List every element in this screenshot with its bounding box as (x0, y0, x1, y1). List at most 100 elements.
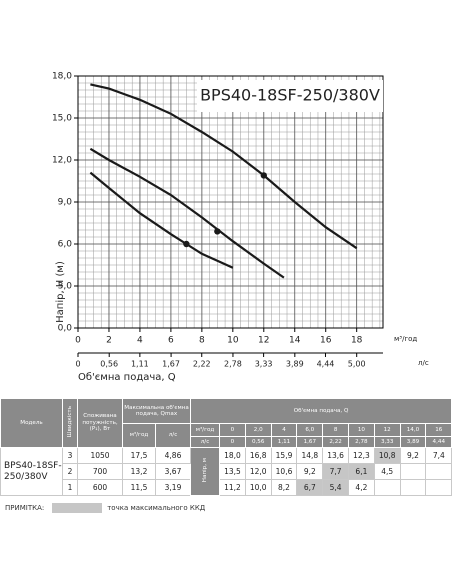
header-cell-text: 4 (282, 426, 286, 433)
cell: 12,3 (348, 447, 375, 464)
cell-text: 10,0 (249, 483, 267, 492)
cell: 4,86 (154, 447, 192, 464)
header-cell: 8 (322, 423, 349, 437)
header-cell: м³/год (122, 423, 156, 448)
cell: 3,67 (154, 463, 192, 480)
cell: 14,8 (296, 447, 324, 464)
header-cell-text: 0 (230, 438, 235, 445)
cell-text: 17,5 (130, 451, 148, 460)
cell: 2 (62, 463, 78, 480)
header-cell-text: 12 (383, 426, 391, 433)
header-cell-text: 2,78 (355, 438, 368, 445)
header-cell-text: 3,33 (380, 438, 394, 445)
y-tick-label: 6,0 (58, 240, 73, 250)
model-cell-text: BPS40-18SF-250/380V (4, 460, 62, 482)
chart: Напір, H (м) Об'ємна подача, Q м³/год л/… (52, 72, 429, 384)
header-cell: 10 (348, 423, 375, 437)
x-tick-label: 0 (75, 336, 81, 346)
cell-text: 10,8 (378, 451, 396, 460)
header-cell-text: 2,0 (253, 426, 263, 433)
header-cell-text: 3,89 (406, 438, 420, 445)
header-cell-text: 1,11 (277, 438, 291, 445)
cell-text: 16,8 (249, 451, 267, 460)
cell-text: 3,67 (164, 467, 182, 476)
cell: 1050 (77, 447, 123, 464)
header-cell: 16 (425, 423, 452, 437)
x-tick-label: 4 (137, 336, 143, 346)
header-cell: Модель (0, 398, 63, 448)
cell-text: 9,2 (303, 467, 316, 476)
y-tick-label: 15,0 (52, 114, 72, 124)
header-cell-text: 16 (435, 426, 443, 433)
header-row: Модель Швидкість Споживана потужність, (P₁… (0, 398, 452, 448)
header-cell: 6,0 (296, 423, 324, 437)
cell: 11,2 (219, 479, 246, 496)
curve (90, 83, 358, 250)
header-cell-text: 1,67 (303, 438, 317, 445)
cell: 7,7 (322, 463, 349, 480)
data-row: 2 700 13,2 3,67 13,5 12,0 10,6 9,2 7,7 6,1 4,5 (1, 463, 452, 480)
cell-text: 3 (67, 451, 73, 460)
header-cell: 3,89 (399, 436, 427, 448)
header-cell-text: 4,44 (432, 438, 446, 445)
header-cell-text: 8 (333, 426, 338, 433)
curve (89, 147, 285, 279)
header-cell: л/с (190, 436, 221, 448)
cell-text: 3,19 (164, 483, 182, 492)
cell-text: 13,5 (224, 467, 241, 476)
x2-tick-label: 3,89 (286, 360, 304, 369)
x2-unit: л/с (418, 359, 429, 367)
cell-text: 14,8 (301, 451, 319, 460)
title-box (197, 80, 383, 112)
plot-border (77, 75, 384, 329)
x2-tick-label: 4,44 (317, 360, 335, 369)
x2-tick-label: 2,22 (193, 360, 211, 369)
note: ПРИМІТКА: точка максимального ККД (5, 503, 205, 513)
header-cell: Швидкість (62, 398, 78, 448)
x-unit: м³/год (394, 335, 417, 343)
header-cell-text: Швидкість (66, 406, 73, 438)
y-tick-label: 3,0 (58, 282, 73, 292)
data-row: 1 600 11,5 3,19 11,2 10,0 8,2 6,7 5,4 4,2 (1, 479, 452, 496)
header-cell: 3,33 (373, 436, 401, 448)
cell: 13,6 (322, 447, 349, 464)
x-tick-label: 6 (168, 336, 174, 346)
header-cell-text: 0,56 (251, 438, 265, 445)
cell-text: 1050 (90, 451, 110, 460)
header-cell: л/с (154, 423, 192, 448)
cell: 13,2 (122, 463, 156, 480)
cell: 8,2 (270, 479, 298, 496)
header-cell: Споживана потужність, (P₁), Вт (77, 398, 123, 448)
cell-text: 11,5 (130, 483, 148, 492)
header-cell-text: 0 (230, 426, 235, 433)
cell-text: 4,5 (381, 467, 394, 476)
x2-tick-label: 2,78 (224, 360, 242, 369)
x-tick-label: 8 (199, 336, 205, 346)
cell: 3,19 (154, 479, 192, 496)
cell-text: 7,7 (329, 467, 342, 476)
x2-tick-label: 1,67 (162, 360, 180, 369)
header-cell: 0 (219, 423, 246, 437)
cell-text: 6,7 (303, 483, 316, 492)
cell-text: 600 (92, 483, 108, 492)
header-cell-text: Максимальна об'ємна подача, Qmax (124, 404, 189, 417)
header-cell-text: 14,0 (406, 426, 420, 433)
header-cell: 0 (219, 436, 246, 448)
x-tick-label: 12 (258, 336, 269, 346)
efficiency-point (214, 228, 221, 235)
note-text: точка максимального ККД (107, 504, 206, 512)
cell: 1 (62, 479, 78, 496)
data-table: Модель Швидкість Споживана потужність, (P₁… (0, 398, 452, 496)
data-row: BPS40-18SF-250/380V 3 1050 17,5 4,86 Напір, м… (0, 447, 452, 496)
cell-text: 2 (67, 467, 73, 476)
cell: 18,0 (219, 447, 246, 464)
header-cell: 2,78 (348, 436, 375, 448)
cell: 4,5 (373, 463, 401, 480)
header-cell: 1,67 (296, 436, 324, 448)
y-tick-label: 0,0 (58, 324, 73, 334)
efficiency-point (260, 172, 267, 179)
x2-tick-label: 3,33 (255, 360, 273, 369)
header-cell-text: м³/год (195, 426, 215, 433)
x-axis-label: Об'ємна подача, Q (78, 372, 176, 383)
